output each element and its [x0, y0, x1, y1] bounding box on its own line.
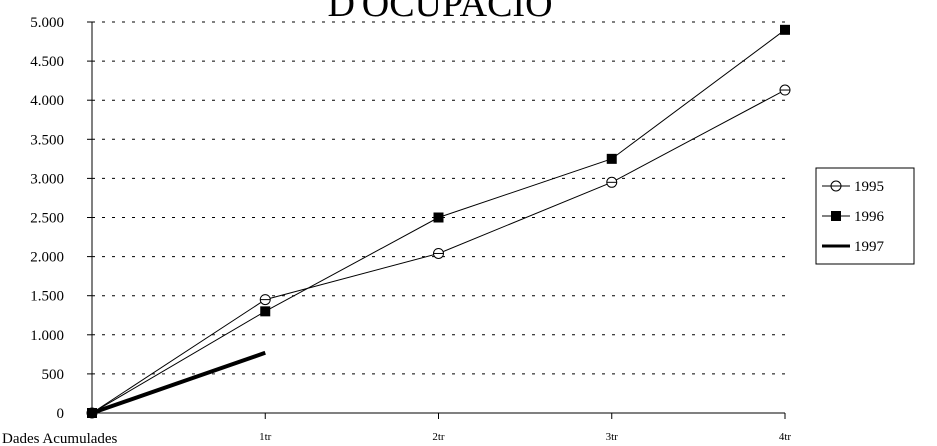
series-1997 — [91, 350, 266, 415]
data-point-square — [260, 306, 271, 317]
series-line-1997 — [91, 350, 266, 415]
y-axis-ticks: 0 500 1.000 1.500 2.000 2.500 3.000 3.500 4.000 4… — [30, 15, 92, 422]
legend: 1995 1996 1997 — [815, 167, 915, 265]
y-tick-label: 1.000 — [30, 328, 64, 344]
y-tick-label: 5.000 — [30, 15, 64, 31]
legend-item-1997: 1997 — [822, 239, 885, 255]
x-tick-label: 3tr — [606, 431, 619, 443]
gridlines — [92, 21, 785, 375]
y-tick-label: 500 — [42, 367, 65, 383]
series-group — [86, 24, 791, 419]
x-tick-label: 2tr — [432, 431, 445, 443]
y-tick-label: 2.000 — [30, 250, 64, 266]
data-point-square — [780, 24, 790, 35]
x-tick-label: Dades Acumulades — [2, 431, 118, 446]
x-tick-label: 4tr — [779, 431, 792, 443]
x-axis-ticks: Dades Acumulades 1tr 2tr 3tr 4tr — [2, 413, 791, 446]
y-tick-label: 0 — [57, 406, 65, 422]
y-tick-label: 3.000 — [30, 171, 64, 187]
data-point-square — [606, 153, 617, 164]
legend-item-1996: 1996 — [822, 209, 885, 225]
y-tick-label: 4.500 — [30, 54, 64, 70]
y-tick-label: 4.000 — [30, 93, 64, 109]
legend-item-1995: 1995 — [822, 179, 884, 195]
y-tick-label: 3.500 — [30, 132, 64, 148]
chart-title: D'OCUPACIÓ — [327, 0, 552, 25]
y-tick-label: 1.500 — [30, 289, 64, 305]
series-1996 — [87, 24, 790, 418]
data-point-square — [831, 211, 841, 221]
legend-label: 1996 — [854, 209, 885, 225]
x-tick-label: 1tr — [259, 431, 272, 443]
data-point-square — [433, 212, 444, 223]
series-1995 — [86, 84, 791, 419]
legend-label: 1995 — [854, 179, 884, 195]
y-tick-label: 2.500 — [30, 211, 64, 227]
legend-label: 1997 — [854, 239, 885, 255]
